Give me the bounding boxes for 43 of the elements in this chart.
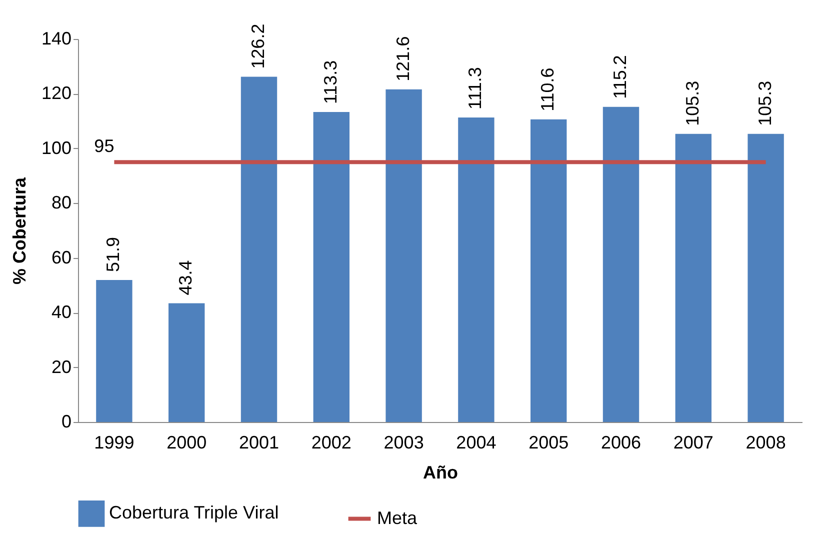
x-tick-label: 2000 xyxy=(166,432,207,452)
x-tick-label: 2001 xyxy=(238,432,280,452)
bar xyxy=(530,119,567,422)
y-tick-label: 20 xyxy=(51,356,72,377)
y-tick-label: 0 xyxy=(61,412,72,432)
y-tick-label: 140 xyxy=(41,28,72,48)
bar xyxy=(748,134,784,422)
x-tick-label: 2002 xyxy=(311,432,352,452)
data-label: 105.3 xyxy=(754,80,775,126)
data-label: 111.3 xyxy=(465,67,486,110)
data-label: 43.4 xyxy=(176,260,196,296)
y-tick-label: 100 xyxy=(41,138,72,158)
data-label: 126.2 xyxy=(248,24,268,69)
bar xyxy=(96,280,132,422)
bar xyxy=(386,89,422,422)
data-label: 95 xyxy=(94,136,114,156)
y-tick-label: 80 xyxy=(51,192,72,213)
data-label: 115.2 xyxy=(610,55,630,99)
legend-label: Meta xyxy=(377,508,418,528)
x-tick-label: 2004 xyxy=(456,432,496,452)
x-tick-label: 2005 xyxy=(528,432,569,452)
x-tick-label: 1999 xyxy=(94,432,134,452)
bar xyxy=(602,106,640,422)
bar xyxy=(458,118,494,422)
data-label: 121.6 xyxy=(392,36,413,82)
x-tick-label: 2008 xyxy=(746,432,786,452)
x-tick-label: 2003 xyxy=(384,432,424,452)
data-label: 51.9 xyxy=(103,236,124,272)
data-label: 105.3 xyxy=(682,80,702,126)
x-axis-title: Año xyxy=(423,462,458,482)
x-tick-label: 2006 xyxy=(600,432,642,452)
y-tick-label: 40 xyxy=(51,302,72,322)
data-label: 113.3 xyxy=(320,60,340,104)
data-label: 110.6 xyxy=(538,68,558,112)
bar xyxy=(240,76,278,422)
legend-label: Cobertura Triple Viral xyxy=(109,502,279,523)
bar xyxy=(313,112,350,422)
y-tick-label: 120 xyxy=(41,83,72,104)
bar xyxy=(168,303,205,422)
y-tick-label: 60 xyxy=(51,247,72,268)
x-tick-label: 2007 xyxy=(673,432,714,452)
bar xyxy=(675,134,712,422)
y-axis-title: % Cobertura xyxy=(9,176,30,285)
